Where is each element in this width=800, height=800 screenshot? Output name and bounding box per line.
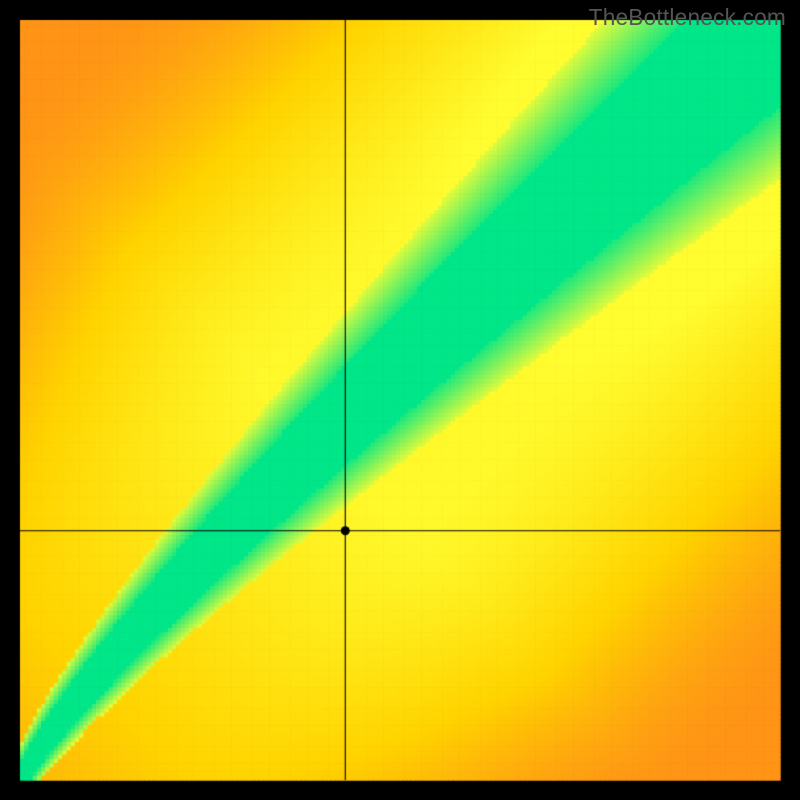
bottleneck-heatmap xyxy=(0,0,800,800)
watermark-text: TheBottleneck.com xyxy=(589,4,786,31)
